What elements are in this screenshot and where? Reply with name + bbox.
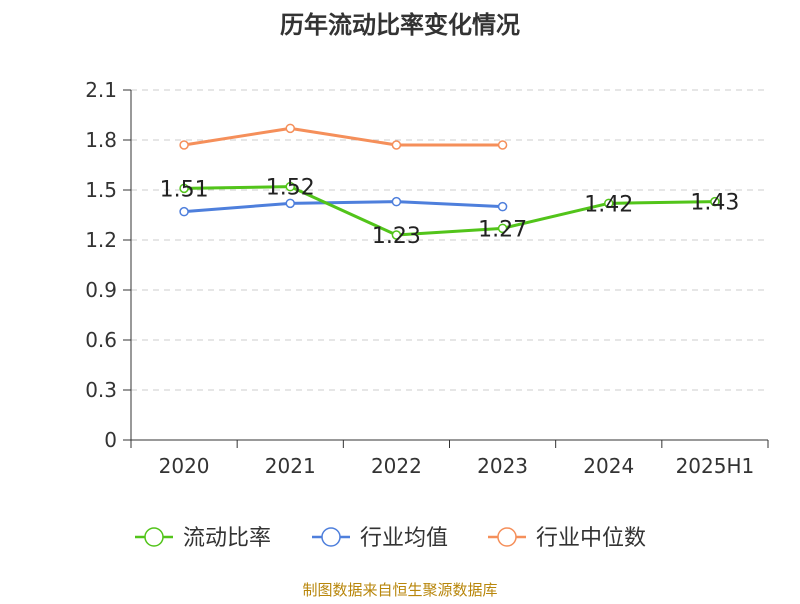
legend-swatch-marker [497,527,517,547]
data-point [285,198,295,209]
y-tick-label: 1.5 [85,178,117,202]
legend: 流动比率 行业均值 行业中位数 [135,526,646,551]
data-point [497,140,508,150]
legend-label: 流动比率 [183,526,271,551]
data-point [179,140,189,150]
data-point [710,196,720,207]
x-tick-label: 2023 [477,454,528,478]
data-label: 1.52 [266,176,315,201]
series-line [184,185,715,237]
legend-item: 流动比率 [135,526,271,551]
data-point [497,201,508,212]
legend-label: 行业均值 [360,526,448,551]
data-label-layer: 1.51 1.52 1.23 1.27 1.42 1.43 [160,176,740,249]
data-point [604,198,614,209]
series-line [183,126,503,147]
series-layer [179,123,720,240]
data-point [391,196,402,207]
legend-swatch-marker [144,527,164,547]
y-tick-label: 0.3 [85,378,117,402]
legend-label: 行业中位数 [536,526,646,551]
data-point [285,123,295,134]
chart-title: 历年流动比率变化情况 [280,11,520,39]
data-label: 1.23 [372,224,421,249]
data-label: 1.43 [690,191,739,216]
legend-item: 行业均值 [312,526,448,551]
data-point [179,183,189,194]
x-tick-label: 2024 [583,454,634,478]
grid-layer [131,89,768,391]
axis-layer: 0 0.3 0.6 0.9 1.2 1.5 1.8 2.1 2020 2021 2022 2023 20… [85,78,769,478]
y-tick-label: 0.6 [85,328,117,352]
data-label: 1.27 [478,217,527,242]
data-point [179,206,189,217]
y-tick-label: 2.1 [85,78,117,102]
x-tick-label: 2025H1 [676,454,755,478]
data-point [391,140,402,150]
x-tick-label: 2020 [159,454,210,478]
y-tick-label: 0 [104,428,117,452]
series-line [183,200,503,214]
x-tick-label: 2022 [371,454,422,478]
y-tick-label: 0.9 [85,278,117,302]
data-label: 1.42 [584,192,633,217]
data-label: 1.51 [160,177,209,202]
y-tick-label: 1.8 [85,128,117,152]
y-tick-label: 1.2 [85,228,117,252]
data-point [285,181,295,192]
legend-swatch-marker [321,527,341,547]
source-note: 制图数据来自恒生聚源数据库 [302,581,497,599]
data-point [497,223,508,234]
legend-item: 行业中位数 [488,526,646,551]
data-point [391,230,402,240]
x-tick-label: 2021 [265,454,316,478]
